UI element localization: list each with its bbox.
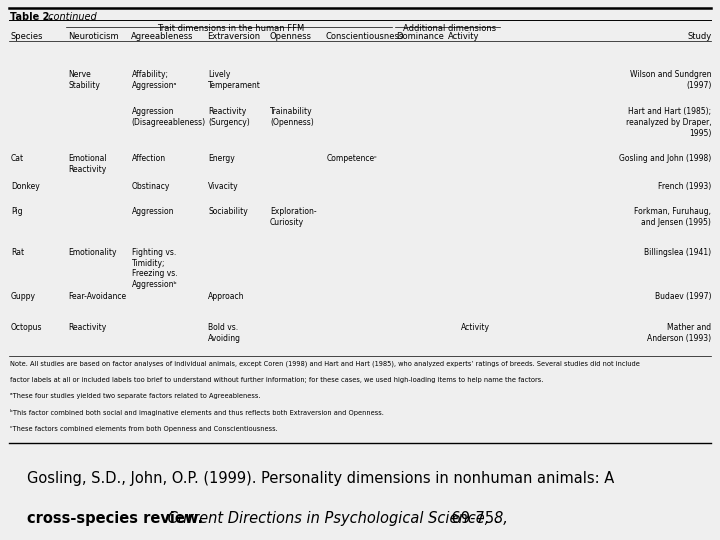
Text: Emotionality: Emotionality	[68, 248, 117, 257]
Text: Aggression
(Disagreeableness): Aggression (Disagreeableness)	[132, 107, 206, 127]
Text: Cat: Cat	[11, 154, 24, 163]
Text: Gosling, S.D., John, O.P. (1999). Personality dimensions in nonhuman animals: A: Gosling, S.D., John, O.P. (1999). Person…	[27, 470, 615, 485]
Text: Activity: Activity	[461, 323, 490, 332]
Text: Exploration-
Curiosity: Exploration- Curiosity	[270, 207, 317, 227]
Text: Additional dimensions: Additional dimensions	[402, 24, 496, 33]
Text: Affability;
Aggressionᵃ: Affability; Aggressionᵃ	[132, 70, 177, 90]
Text: Fear-Avoidance: Fear-Avoidance	[68, 292, 127, 301]
Text: Openness: Openness	[269, 31, 311, 40]
Text: Competenceᶜ: Competenceᶜ	[326, 154, 377, 163]
Text: Trait dimensions in the human FFM: Trait dimensions in the human FFM	[157, 24, 304, 33]
Text: Species: Species	[10, 31, 42, 40]
Text: ᵃThese four studies yielded two separate factors related to Agreeableness.: ᵃThese four studies yielded two separate…	[10, 393, 261, 399]
Text: Rat: Rat	[11, 248, 24, 257]
Text: Fighting vs.
Timidity;
Freezing vs.
Aggressionᵇ: Fighting vs. Timidity; Freezing vs. Aggr…	[132, 248, 178, 289]
Text: ​Current Directions in Psychological Science, 8,: ​Current Directions in Psychological Sci…	[163, 511, 508, 526]
Text: Mather and
Anderson (1993): Mather and Anderson (1993)	[647, 323, 711, 342]
Text: Sociability: Sociability	[208, 207, 248, 217]
Text: Reactivity
(Surgency): Reactivity (Surgency)	[208, 107, 250, 127]
Text: Guppy: Guppy	[11, 292, 36, 301]
Text: Activity: Activity	[448, 31, 480, 40]
Text: Table 2.: Table 2.	[10, 12, 53, 22]
Text: Agreeableness: Agreeableness	[131, 31, 194, 40]
Text: continued: continued	[45, 12, 96, 22]
Text: Octopus: Octopus	[11, 323, 42, 332]
Text: Approach: Approach	[208, 292, 245, 301]
Text: Conscientiousness: Conscientiousness	[325, 31, 404, 40]
Text: ᶜThese factors combined elements from both Openness and Conscientiousness.: ᶜThese factors combined elements from bo…	[10, 426, 278, 431]
Text: Hart and Hart (1985);
reanalyzed by Draper,
1995): Hart and Hart (1985); reanalyzed by Drap…	[626, 107, 711, 138]
Text: Obstinacy: Obstinacy	[132, 182, 170, 191]
Text: Aggression: Aggression	[132, 207, 174, 217]
Text: Wilson and Sundgren
(1997): Wilson and Sundgren (1997)	[630, 70, 711, 90]
Text: Lively
Temperament: Lively Temperament	[208, 70, 261, 90]
Text: Trainability
(Openness): Trainability (Openness)	[270, 107, 314, 127]
Text: Energy: Energy	[208, 154, 235, 163]
Text: Vivacity: Vivacity	[208, 182, 239, 191]
Text: Study: Study	[687, 31, 711, 40]
Text: Donkey: Donkey	[11, 182, 40, 191]
Text: Note. All studies are based on factor analyses of individual animals, except Cor: Note. All studies are based on factor an…	[10, 361, 640, 367]
Text: Forkman, Furuhaug,
and Jensen (1995): Forkman, Furuhaug, and Jensen (1995)	[634, 207, 711, 227]
Text: Nerve
Stability: Nerve Stability	[68, 70, 100, 90]
Text: Reactivity: Reactivity	[68, 323, 107, 332]
Text: ᵇThis factor combined both social and imaginative elements and thus reflects bot: ᵇThis factor combined both social and im…	[10, 409, 384, 416]
Text: Extraversion: Extraversion	[207, 31, 261, 40]
Text: Billingslea (1941): Billingslea (1941)	[644, 248, 711, 257]
Text: French (1993): French (1993)	[658, 182, 711, 191]
Text: Budaev (1997): Budaev (1997)	[655, 292, 711, 301]
Text: Gosling and John (1998): Gosling and John (1998)	[619, 154, 711, 163]
Text: Neuroticism: Neuroticism	[68, 31, 118, 40]
Text: Bold vs.
Avoiding: Bold vs. Avoiding	[208, 323, 241, 342]
Text: Pig: Pig	[11, 207, 22, 217]
Text: cross-species review.: cross-species review.	[27, 511, 204, 526]
Text: Affection: Affection	[132, 154, 166, 163]
Text: 69-75.: 69-75.	[447, 511, 499, 526]
Text: Emotional
Reactivity: Emotional Reactivity	[68, 154, 107, 174]
Text: factor labels at all or included labels too brief to understand without further : factor labels at all or included labels …	[10, 377, 544, 383]
Text: Dominance: Dominance	[396, 31, 444, 40]
